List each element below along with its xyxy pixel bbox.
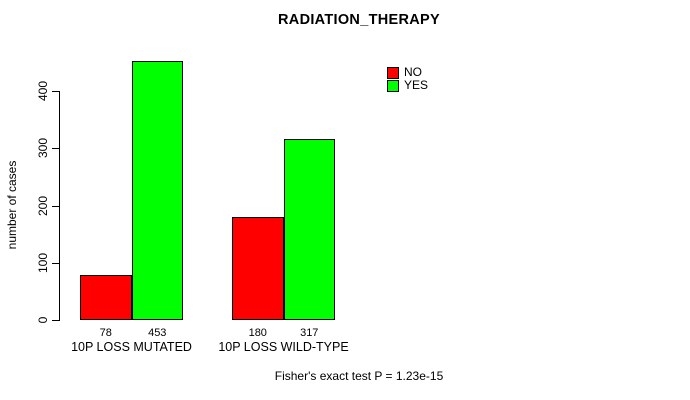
bar-value-label: 317	[300, 327, 319, 339]
category-label: 10P LOSS MUTATED	[71, 340, 192, 354]
chart-title: RADIATION_THERAPY	[278, 12, 440, 28]
legend-swatch-yes	[387, 79, 399, 92]
y-tick-mark	[52, 320, 59, 321]
bar-value-label: 453	[148, 327, 167, 339]
bar-yes-group2	[283, 138, 335, 320]
legend-label-yes: YES	[404, 78, 429, 92]
annotation-text: Fisher's exact test P = 1.23e-15	[274, 369, 444, 383]
y-tick-label: 200	[36, 195, 50, 216]
y-tick-mark	[52, 205, 59, 207]
y-tick-mark	[52, 91, 59, 92]
y-tick-label: 300	[36, 138, 50, 159]
category-label: 10P LOSS WILD-TYPE	[218, 340, 349, 354]
legend: NO YES	[387, 66, 428, 92]
bar-no-group1	[80, 275, 132, 320]
bar-yes-group1	[131, 60, 183, 320]
legend-item-no: NO	[387, 66, 428, 79]
y-tick-label: 0	[36, 316, 50, 324]
legend-item-yes: YES	[387, 79, 428, 92]
y-tick-mark	[52, 262, 59, 264]
legend-swatch-no	[387, 66, 399, 79]
y-tick-label: 100	[36, 252, 50, 273]
y-tick-mark	[52, 148, 59, 150]
legend-label-no: NO	[404, 65, 422, 79]
bar-value-label: 78	[99, 327, 112, 339]
bar-value-label: 180	[248, 327, 267, 339]
bar-no-group2	[232, 216, 284, 320]
y-tick-label: 400	[36, 80, 50, 102]
y-axis-line	[59, 91, 60, 321]
